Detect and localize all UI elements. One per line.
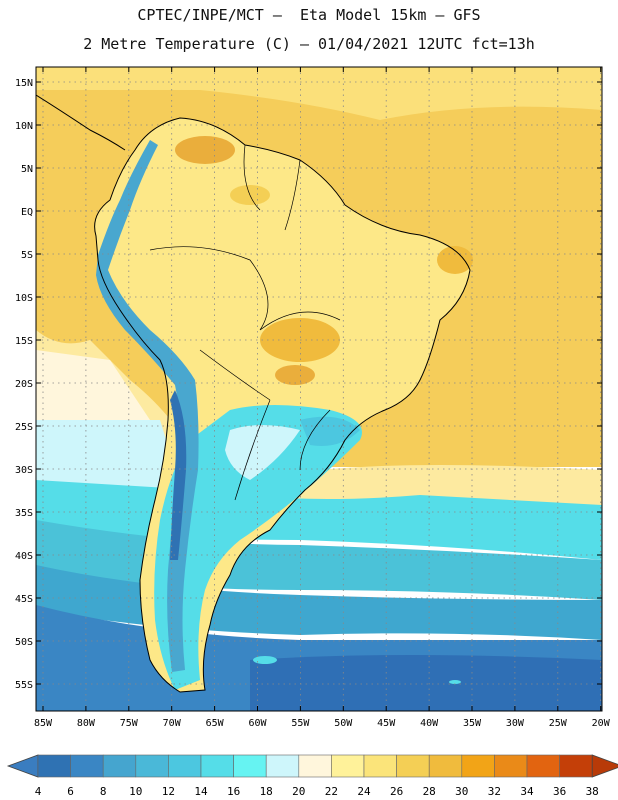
- colorbar-arrow-right: [591, 754, 618, 778]
- colorbar-segment: [168, 754, 202, 778]
- colorbar-labels: 4 6 8 10 12 14 16 18 20 22 24 26 28 30 32 34 36 38: [35, 785, 599, 798]
- colorbar-segment: [494, 754, 528, 778]
- axis-ticks: [36, 67, 602, 711]
- colorbar-label: 14: [194, 785, 208, 798]
- lat-label: 15N: [15, 78, 33, 89]
- colorbar-label: 4: [35, 785, 42, 798]
- colorbar-segment: [70, 754, 104, 778]
- colorbar-segment: [331, 754, 365, 778]
- colorbar-segment: [102, 754, 137, 778]
- country-borders: [149, 144, 341, 501]
- colorbar-label: 26: [390, 785, 403, 798]
- lon-label: 70W: [163, 718, 182, 729]
- warm-spot-northeast: [437, 246, 473, 274]
- falkland-islands: [253, 656, 277, 664]
- colorbar-segment: [200, 754, 234, 778]
- lat-label: 10N: [15, 121, 33, 132]
- north-light-band: [36, 67, 602, 120]
- plot-frame: [35, 66, 603, 712]
- lat-label: 45S: [15, 594, 33, 605]
- lon-label: 60W: [248, 718, 267, 729]
- lon-label: 80W: [77, 718, 96, 729]
- lat-label: 20S: [15, 379, 33, 390]
- longitude-labels: 85W 80W 75W 70W 65W 60W 55W 50W 45W 40W 35W 30W 25W 2…: [34, 718, 611, 729]
- colorbar-label: 10: [129, 785, 142, 798]
- map-title-line1: CPTEC/INPE/MCT – Eta Model 15km – GFS: [137, 6, 481, 24]
- colorbar-arrow-left: [6, 754, 39, 778]
- colorbar-label: 38: [586, 785, 599, 798]
- hot-spot-pantanal: [275, 365, 315, 385]
- lat-label: 5S: [21, 250, 33, 261]
- colorbar-segment: [461, 754, 495, 778]
- pale-spot-argentina: [225, 425, 300, 480]
- lon-label: 25W: [549, 718, 568, 729]
- lon-label: 85W: [34, 718, 53, 729]
- coastline: [94, 117, 471, 693]
- cold-band-6: [250, 655, 602, 711]
- colorbar-segment: [559, 754, 593, 778]
- lat-label: 15S: [15, 336, 33, 347]
- map-title-line2: 2 Metre Temperature (C) – 01/04/2021 12U…: [83, 35, 535, 53]
- latitude-labels: 15N 10N 5N EQ 5S 10S 15S 20S 25S 30S 35S 40S 45S 50S 5…: [15, 78, 33, 691]
- lat-label: 30S: [15, 465, 33, 476]
- colorbar-segment: [37, 754, 71, 778]
- colorbar-segment: [526, 754, 560, 778]
- cool-spot-south-brazil: [300, 416, 360, 446]
- lat-label: 40S: [15, 551, 33, 562]
- lat-label: 10S: [15, 293, 33, 304]
- lon-label: 35W: [463, 718, 482, 729]
- hot-spot-venezuela: [175, 136, 235, 164]
- colorbar-label: 20: [292, 785, 305, 798]
- lon-label: 55W: [291, 718, 310, 729]
- colorbar-label: 8: [100, 785, 107, 798]
- graticule: [36, 67, 602, 711]
- lat-label: 50S: [15, 637, 33, 648]
- lon-label: 50W: [334, 718, 353, 729]
- cool-band-1: [36, 420, 190, 500]
- southern-land-cool: [154, 405, 362, 690]
- temperature-field: [36, 67, 602, 711]
- colorbar-segment: [233, 754, 267, 778]
- lon-label: 40W: [420, 718, 439, 729]
- lat-label: 35S: [15, 508, 33, 519]
- south-georgia-island: [449, 680, 461, 684]
- lon-label: 20W: [592, 718, 611, 729]
- colorbar-label: 18: [260, 785, 273, 798]
- colorbar-segment: [428, 754, 463, 778]
- lon-label: 30W: [506, 718, 525, 729]
- colorbar-label: 28: [423, 785, 436, 798]
- colorbar-segment: [363, 754, 397, 778]
- colorbar-segment: [135, 754, 169, 778]
- colorbar-label: 36: [553, 785, 566, 798]
- lon-label: 45W: [377, 718, 396, 729]
- colorbar-label: 6: [67, 785, 74, 798]
- colorbar-label: 30: [455, 785, 468, 798]
- central-america-coast: [36, 94, 126, 151]
- lon-label: 65W: [206, 718, 225, 729]
- lat-label: 25S: [15, 422, 33, 433]
- colorbar-label: 24: [357, 785, 371, 798]
- colorbar-label: 34: [520, 785, 534, 798]
- lon-label: 75W: [120, 718, 139, 729]
- lat-label: 5N: [21, 164, 33, 175]
- colorbar-label: 22: [325, 785, 338, 798]
- lat-label: 55S: [15, 680, 33, 691]
- pale-band-west: [36, 350, 150, 420]
- andes-cold-core: [170, 390, 187, 560]
- colorbar-label: 12: [162, 785, 175, 798]
- colorbar-segment: [396, 754, 430, 778]
- colorbar-label: 16: [227, 785, 240, 798]
- colorbar: [6, 754, 618, 778]
- colorbar-segment: [265, 754, 300, 778]
- colorbar-label: 32: [488, 785, 501, 798]
- colorbar-segment: [298, 754, 332, 778]
- lat-label: EQ: [21, 207, 33, 218]
